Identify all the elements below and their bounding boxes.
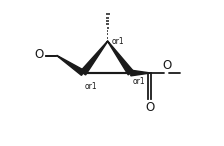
Polygon shape xyxy=(131,70,150,76)
Text: or1: or1 xyxy=(84,82,97,91)
Text: O: O xyxy=(145,101,154,114)
Text: O: O xyxy=(162,59,172,72)
Polygon shape xyxy=(57,55,85,75)
Polygon shape xyxy=(81,41,108,75)
Text: O: O xyxy=(34,48,43,61)
Text: or1: or1 xyxy=(111,37,124,46)
Text: or1: or1 xyxy=(132,77,145,86)
Polygon shape xyxy=(108,41,133,75)
